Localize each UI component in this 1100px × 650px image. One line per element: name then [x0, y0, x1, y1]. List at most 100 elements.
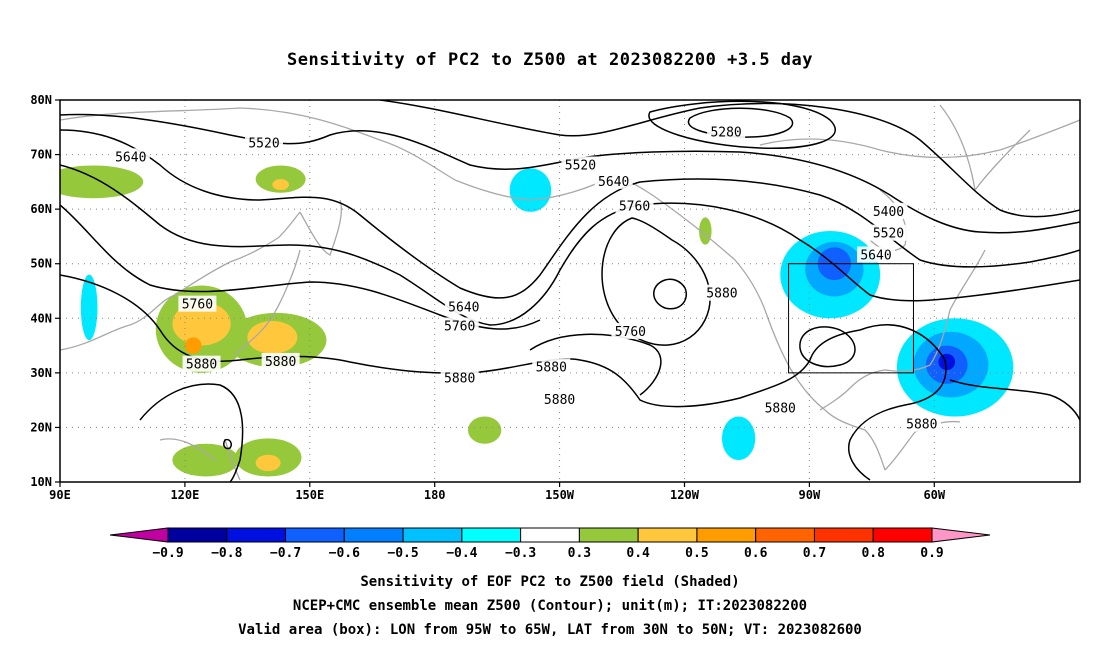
contour-label-9: 5880 — [702, 284, 741, 302]
colorbar-label-3: −0.6 — [329, 546, 360, 561]
tick-label-lat-7: 80N — [30, 93, 52, 107]
tick-label-lon-1: 120E — [170, 488, 199, 502]
gridlines — [60, 100, 1080, 482]
tick-label-lat-4: 50N — [30, 257, 52, 271]
tick-label-lat-0: 10N — [30, 475, 52, 489]
colorbar-box-7 — [578, 527, 639, 543]
colorbar-box-9 — [696, 527, 757, 543]
contour-label-text: 5640 — [598, 175, 629, 190]
contour-5880c — [848, 324, 947, 481]
contour-5640 — [60, 129, 1080, 299]
colorbar-box-6 — [520, 527, 580, 543]
map-title: Sensitivity of PC2 to Z500 at 2023082200… — [286, 50, 813, 70]
tick-label-lon-2: 150E — [295, 488, 324, 502]
contour-label-3: 5280 — [707, 123, 746, 141]
colorbar-label-5: −0.4 — [446, 546, 477, 561]
tick-label-lat-6: 70N — [30, 148, 52, 162]
colorbar-label-4: −0.5 — [387, 546, 418, 561]
colorbar-label-9: 0.5 — [685, 546, 708, 561]
contour-label-14: 5880 — [182, 355, 221, 373]
contour-5880b — [529, 333, 662, 396]
tick-label-lon-0: 90E — [49, 488, 71, 502]
shaded-region-2 — [272, 179, 289, 191]
contour-label-bg — [611, 322, 650, 339]
contour-label-13: 5760 — [611, 322, 650, 340]
tick-label-lon-5: 120W — [670, 488, 700, 502]
shaded-region-22 — [721, 416, 756, 461]
tick-label-lat-5: 60N — [30, 202, 52, 216]
colorbar-label-11: 0.7 — [803, 546, 826, 561]
colorbar-label-10: 0.6 — [744, 546, 768, 561]
colorbar-label-0: −0.9 — [152, 546, 183, 561]
asia-coast — [60, 211, 301, 351]
colorbar-tip-right — [931, 527, 991, 543]
tick-label-lat-2: 30N — [30, 366, 52, 380]
tick-label-lon-3: 180 — [424, 488, 446, 502]
contour-label-text: 5280 — [710, 126, 741, 141]
caption-shading: Sensitivity of EOF PC2 to Z500 field (Sh… — [360, 574, 740, 590]
colorbar-box-12 — [872, 527, 933, 543]
contour-label-2: 5520 — [561, 156, 600, 173]
tick-label-lon-4: 150W — [545, 488, 575, 502]
colorbar-box-2 — [285, 527, 345, 543]
colorbar-label-13: 0.9 — [920, 546, 943, 561]
colorbar-label-2: −0.7 — [270, 546, 301, 561]
contour-label-bg — [902, 415, 941, 432]
contour-label-bg — [440, 317, 479, 334]
shaded-region-10 — [255, 454, 281, 472]
colorbar-box-10 — [755, 527, 815, 543]
valid-area-box — [788, 263, 914, 374]
contour-label-6: 5400 — [869, 202, 908, 220]
shaded-region-6 — [247, 321, 298, 354]
contour-label-text: 5640 — [860, 249, 891, 264]
colorbar-box-11 — [813, 527, 874, 543]
contour-label-text: 5760 — [619, 199, 650, 214]
shaded-region-8 — [172, 443, 240, 477]
shaded-region-13 — [509, 168, 552, 212]
colorbar-box-5 — [461, 527, 522, 543]
contour-label-text: 5520 — [565, 158, 596, 173]
contour-label-bg — [178, 295, 217, 312]
contour-label-10: 5760 — [178, 295, 217, 313]
colorbar-tip-left — [109, 527, 169, 543]
contour-label-bg — [182, 355, 221, 372]
contour-5880-small — [223, 438, 232, 450]
contour-label-bg — [615, 197, 654, 214]
shaded-region-7 — [184, 337, 202, 354]
contour-label-bg — [444, 298, 483, 315]
z500-contours — [60, 100, 1080, 482]
contour-label-text: 5640 — [115, 150, 146, 165]
axis-labels: 90E 120E 150E 180 150W 120W 90W 60W 10N 20N 30N 40N… — [30, 93, 946, 502]
contour-label-bg — [540, 391, 579, 408]
contour-label-4: 5640 — [594, 172, 633, 190]
kamchatka-coast — [299, 199, 342, 256]
contour-label-bg — [869, 224, 908, 241]
contour-label-text: 5880 — [765, 401, 796, 416]
map-frame — [59, 99, 1081, 483]
contour-label-16: 5880 — [440, 369, 479, 386]
contour-label-text: 5880 — [544, 393, 575, 408]
contour-label-text: 5880 — [265, 355, 296, 370]
central-america — [884, 420, 961, 471]
contour-label-11: 5640 — [444, 298, 483, 315]
colorbar-box-1 — [226, 527, 287, 543]
contour-label-text: 5880 — [536, 360, 567, 375]
contour-label-text: 5880 — [444, 371, 475, 386]
contour-label-bg — [245, 134, 283, 151]
contour-5760 — [60, 164, 1080, 326]
tick-label-lon-7: 60W — [923, 488, 945, 502]
contour-label-5: 5760 — [615, 197, 654, 214]
contour-label-15: 5880 — [261, 352, 300, 370]
contour-5280b — [648, 100, 836, 149]
contour-5880 — [60, 274, 861, 408]
contour-5760-inner — [653, 278, 687, 310]
shaded-region-14 — [80, 274, 98, 341]
colorbar-box-3 — [343, 527, 404, 543]
us-east-coast — [819, 249, 986, 411]
contour-label-text: 5520 — [248, 137, 279, 152]
colorbar-box-4 — [402, 527, 463, 543]
contour-label-text: 5760 — [444, 319, 475, 334]
contour-label-bg — [440, 369, 479, 386]
